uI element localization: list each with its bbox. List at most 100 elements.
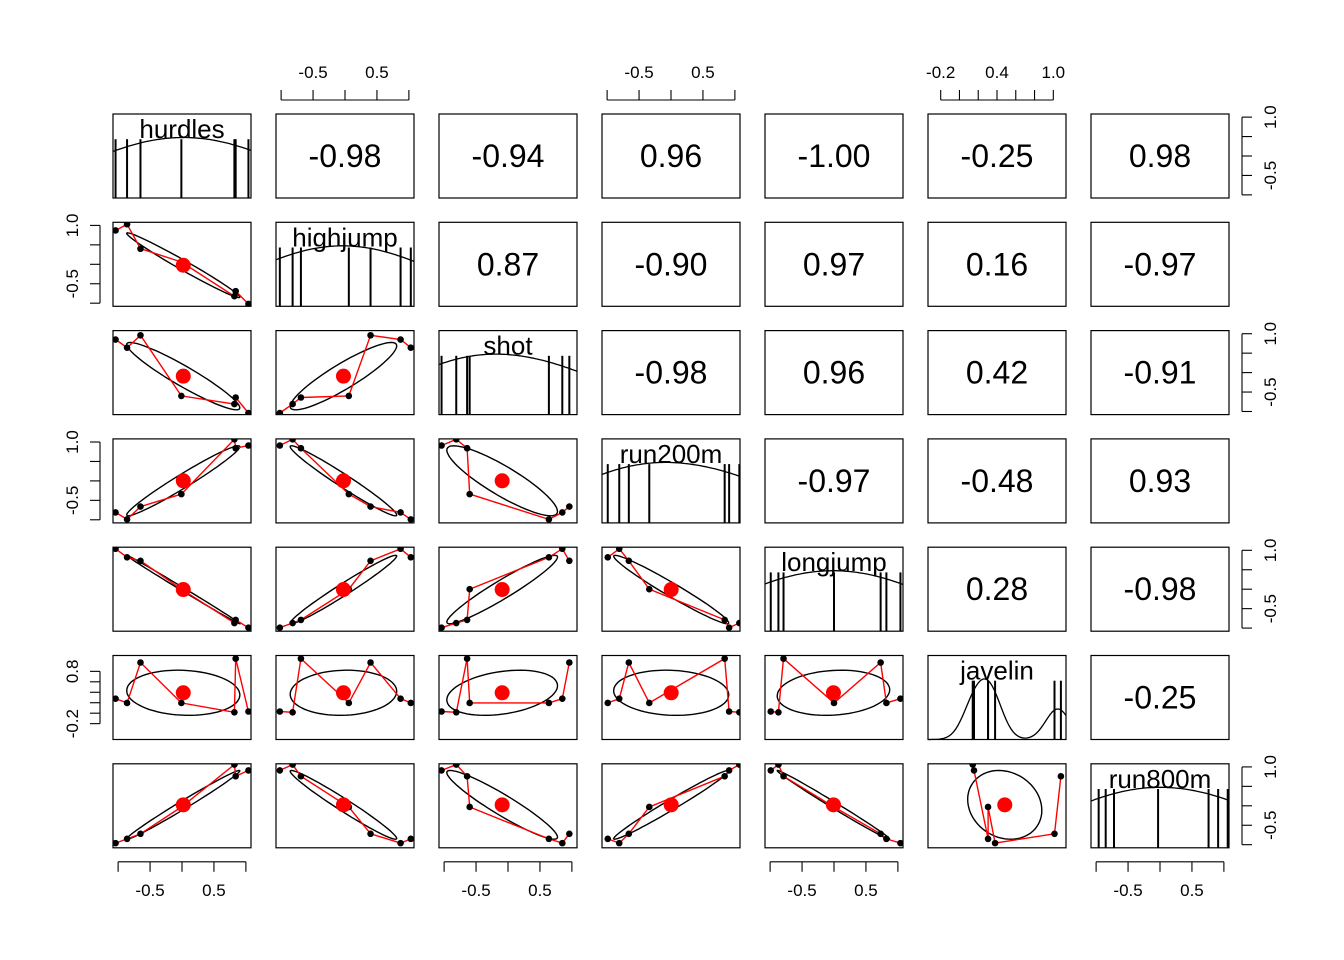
panel-longjump-hurdles — [112, 546, 252, 632]
correlation-ellipse — [126, 669, 241, 716]
tick-label: 0.8 — [63, 660, 82, 684]
data-point — [559, 839, 566, 847]
y-axis-right-shot: 1.0 -0.5 — [1241, 322, 1280, 413]
panel-frame — [764, 113, 904, 199]
data-point — [721, 772, 728, 780]
correlation-ellipse — [776, 669, 891, 716]
data-point — [232, 394, 239, 401]
x-axis-top-javelin: -0.2 0.4 1.0 — [926, 63, 1065, 101]
panel-frame — [1090, 438, 1230, 524]
data-point — [289, 400, 296, 408]
correlation-ellipse — [446, 445, 559, 517]
panel-shot-javelin: 0.42 — [927, 330, 1067, 416]
data-point — [545, 699, 553, 707]
panel-frame — [1090, 221, 1230, 307]
data-point — [877, 659, 884, 666]
correlation-ellipse — [966, 769, 1043, 840]
panel-frame — [927, 330, 1067, 416]
panel-longjump-run800m: -0.98 — [1090, 546, 1230, 632]
panel-content — [439, 763, 573, 847]
data-point — [232, 444, 239, 452]
panel-run800m-run800m: run800m — [1090, 763, 1230, 849]
x-axis-bottom-shot: -0.5 0.5 — [443, 861, 573, 900]
correlation-value: 0.98 — [1129, 138, 1191, 174]
panel-frame — [1090, 546, 1230, 632]
center-point — [175, 797, 191, 813]
data-point — [780, 772, 787, 780]
data-point — [970, 767, 978, 774]
panel-run800m-hurdles — [112, 763, 252, 849]
data-point — [463, 655, 471, 662]
variable-name: hurdles — [139, 114, 224, 144]
data-point — [245, 708, 251, 715]
tick-label: -0.5 — [1261, 377, 1280, 406]
data-point — [137, 503, 144, 510]
data-point — [276, 409, 284, 415]
panel-frame — [438, 330, 578, 416]
x-axis-bottom-run800m: -0.5 0.5 — [1095, 861, 1225, 900]
panel-frame — [764, 763, 904, 849]
panel-frame — [601, 330, 741, 416]
x-axis-bottom-hurdles: -0.5 0.5 — [117, 861, 247, 900]
tick-label: 0.5 — [202, 881, 226, 900]
tick-label: -0.5 — [787, 881, 816, 900]
center-point — [335, 368, 351, 384]
data-point — [289, 708, 296, 716]
tick-label: 1.0 — [63, 430, 82, 454]
data-point — [615, 695, 623, 702]
panel-frame — [1090, 330, 1230, 416]
density-curve — [764, 570, 904, 586]
data-point — [725, 767, 733, 774]
tick-label: 0.5 — [528, 881, 552, 900]
panel-javelin-longjump — [764, 654, 904, 741]
panel-shot-hurdles — [112, 330, 252, 416]
center-point — [175, 368, 191, 384]
panel-frame — [275, 438, 415, 524]
data-point — [625, 659, 633, 666]
correlation-value: -0.98 — [309, 138, 382, 174]
panel-content — [276, 438, 414, 523]
data-point — [123, 699, 131, 707]
data-point — [232, 772, 239, 780]
center-point — [175, 582, 191, 598]
data-point — [604, 835, 612, 843]
data-point — [566, 830, 573, 838]
data-point — [113, 336, 119, 343]
data-point — [123, 344, 131, 352]
panel-highjump-highjump: highjump — [275, 221, 415, 307]
y-axis-right-longjump: 1.0 -0.5 — [1241, 538, 1280, 629]
panel-run800m-shot — [438, 763, 578, 849]
panel-frame — [438, 654, 578, 741]
variable-name: longjump — [781, 547, 887, 577]
panel-frame — [275, 763, 415, 849]
data-point — [276, 708, 284, 715]
variable-name: run800m — [1109, 764, 1212, 794]
data-point — [463, 616, 471, 624]
center-point — [175, 257, 191, 273]
panel-frame — [927, 763, 1067, 849]
center-point — [663, 582, 679, 598]
panel-run200m-shot — [438, 438, 578, 524]
data-point — [397, 695, 404, 702]
data-point — [645, 699, 653, 707]
correlation-value: -0.25 — [961, 138, 1034, 174]
data-point — [397, 547, 404, 553]
tick-label: -0.5 — [461, 881, 490, 900]
data-point — [559, 547, 566, 553]
panel-hurdles-shot: -0.94 — [438, 113, 578, 199]
tick-label: -0.5 — [63, 269, 82, 298]
data-point — [367, 503, 374, 510]
panel-frame — [275, 221, 415, 307]
data-point — [245, 624, 251, 631]
smooth-line — [279, 657, 412, 714]
panel-javelin-hurdles — [112, 654, 252, 741]
correlation-value: 0.42 — [966, 355, 1028, 391]
data-point — [439, 708, 445, 715]
correlation-value: -0.97 — [1124, 246, 1197, 282]
data-point — [736, 763, 740, 768]
panel-content — [113, 763, 251, 847]
panel-frame — [438, 546, 578, 632]
data-point — [463, 772, 471, 780]
data-point — [625, 830, 633, 838]
panel-hurdles-javelin: -0.25 — [927, 113, 1067, 199]
